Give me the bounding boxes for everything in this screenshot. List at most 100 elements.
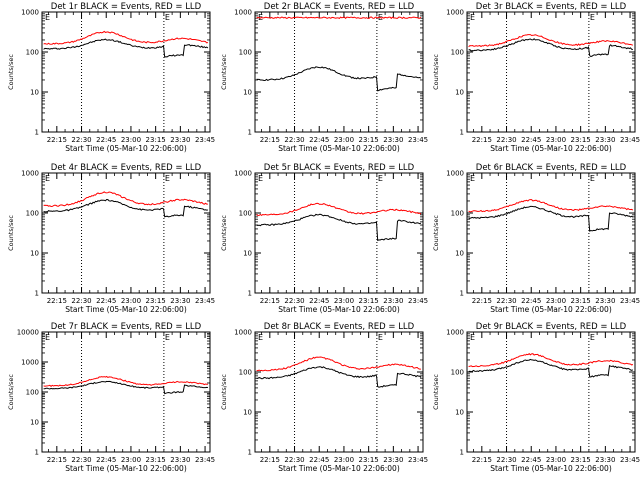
x-tick-label: 23:45 bbox=[195, 297, 215, 305]
x-tick-label: 23:30 bbox=[383, 297, 403, 305]
x-tick-label: 23:30 bbox=[383, 136, 403, 144]
y-tick-label: 1000 bbox=[21, 359, 39, 367]
panel-2: Det 2r BLACK = Events, RED = LLD 1 10 100 10… bbox=[220, 2, 428, 153]
marker-label: E bbox=[165, 174, 170, 183]
panel-9: Det 9r BLACK = Events, RED = LLD 1 10 100 10… bbox=[432, 322, 640, 473]
x-tick-label: 22:30 bbox=[284, 136, 304, 144]
plot-frame bbox=[41, 331, 211, 453]
y-tick-label: 10 bbox=[455, 250, 464, 258]
panel-8: Det 8r BLACK = Events, RED = LLD 1 10 100 10… bbox=[220, 322, 428, 473]
marker-label-start: E bbox=[45, 13, 50, 22]
x-tick-label: 23:45 bbox=[408, 456, 428, 464]
lld-series-line bbox=[468, 34, 634, 48]
x-tick-label: 23:00 bbox=[121, 136, 141, 144]
x-tick-label: 22:45 bbox=[309, 456, 329, 464]
x-tick-label: 23:30 bbox=[595, 297, 615, 305]
x-tick-label: 22:45 bbox=[309, 136, 329, 144]
x-tick-label: 23:30 bbox=[170, 456, 190, 464]
x-tick-label: 22:15 bbox=[47, 456, 67, 464]
x-tick-label: 22:15 bbox=[472, 297, 492, 305]
x-tick-label: 23:45 bbox=[620, 456, 640, 464]
x-tick-label: 23:30 bbox=[383, 456, 403, 464]
panel-title: Det 6r BLACK = Events, RED = LLD bbox=[476, 163, 627, 173]
x-tick-label: 23:45 bbox=[620, 297, 640, 305]
x-axis-label: Start Time (05-Mar-10 22:06:00) bbox=[65, 144, 187, 153]
marker-label-start: E bbox=[258, 174, 263, 183]
x-tick-label: 22:30 bbox=[496, 456, 516, 464]
y-tick-label: 1000 bbox=[234, 329, 252, 337]
y-tick-label: 1 bbox=[35, 290, 39, 298]
x-tick-label: 23:15 bbox=[146, 136, 166, 144]
x-tick-label: 23:15 bbox=[359, 456, 379, 464]
panel-1: Det 1r BLACK = Events, RED = LLD 1 10 100 10… bbox=[7, 2, 215, 153]
panel-6: Det 6r BLACK = Events, RED = LLD 1 10 100 10… bbox=[432, 163, 640, 314]
panel-title: Det 5r BLACK = Events, RED = LLD bbox=[264, 163, 415, 173]
y-tick-label: 1 bbox=[248, 290, 252, 298]
x-tick-label: 22:15 bbox=[260, 136, 280, 144]
x-tick-label: 23:15 bbox=[146, 456, 166, 464]
y-tick-label: 100 bbox=[451, 49, 464, 57]
marker-label-start: E bbox=[258, 333, 263, 342]
x-tick-label: 22:30 bbox=[71, 297, 91, 305]
x-axis-label: Start Time (05-Mar-10 22:06:00) bbox=[65, 305, 187, 314]
y-tick-label: 1 bbox=[460, 129, 464, 137]
x-tick-label: 23:15 bbox=[359, 136, 379, 144]
marker-label-start: E bbox=[45, 174, 50, 183]
marker-label-start: E bbox=[45, 333, 50, 342]
panel-5: Det 5r BLACK = Events, RED = LLD 1 10 100 10… bbox=[220, 163, 428, 314]
x-axis-label: Start Time (05-Mar-10 22:06:00) bbox=[490, 305, 612, 314]
x-tick-label: 23:15 bbox=[571, 456, 591, 464]
panel-title: Det 2r BLACK = Events, RED = LLD bbox=[264, 2, 415, 12]
x-tick-label: 22:15 bbox=[260, 456, 280, 464]
y-tick-label: 1000 bbox=[234, 9, 252, 17]
x-tick-label: 23:00 bbox=[334, 136, 354, 144]
plot-frame bbox=[254, 331, 424, 453]
x-tick-label: 22:45 bbox=[521, 456, 541, 464]
y-tick-label: 100 bbox=[239, 210, 252, 218]
events-series-line bbox=[43, 38, 209, 58]
x-tick-label: 22:30 bbox=[71, 136, 91, 144]
events-series-line bbox=[468, 38, 633, 58]
x-tick-label: 22:45 bbox=[96, 136, 116, 144]
x-tick-label: 23:15 bbox=[571, 297, 591, 305]
panel-title: Det 4r BLACK = Events, RED = LLD bbox=[51, 163, 202, 173]
y-tick-label: 100 bbox=[239, 369, 252, 377]
lld-series-line bbox=[43, 191, 208, 208]
y-tick-label: 1000 bbox=[234, 170, 252, 178]
marker-label-start: E bbox=[470, 13, 475, 22]
marker-label: E bbox=[378, 174, 383, 183]
marker-label: E bbox=[590, 174, 595, 183]
x-tick-label: 23:45 bbox=[408, 297, 428, 305]
y-tick-label: 100 bbox=[26, 49, 39, 57]
events-series-line bbox=[468, 358, 634, 378]
x-tick-label: 22:30 bbox=[284, 297, 304, 305]
panel-3: Det 3r BLACK = Events, RED = LLD 1 10 100 10… bbox=[432, 2, 640, 153]
x-axis-label: Start Time (05-Mar-10 22:06:00) bbox=[490, 144, 612, 153]
y-tick-label: 10 bbox=[243, 250, 252, 258]
x-tick-label: 22:45 bbox=[96, 456, 116, 464]
x-tick-label: 23:00 bbox=[121, 297, 141, 305]
y-axis-label: Counts/sec bbox=[432, 215, 440, 251]
x-tick-label: 22:45 bbox=[521, 297, 541, 305]
x-tick-label: 22:30 bbox=[496, 136, 516, 144]
events-series-line bbox=[256, 366, 422, 388]
y-tick-label: 10000 bbox=[17, 329, 39, 337]
y-axis-label: Counts/sec bbox=[432, 54, 440, 90]
y-axis-label: Counts/sec bbox=[220, 215, 228, 251]
y-tick-label: 100 bbox=[26, 210, 39, 218]
x-axis-label: Start Time (05-Mar-10 22:06:00) bbox=[278, 144, 400, 153]
x-tick-label: 23:00 bbox=[334, 456, 354, 464]
panel-4: Det 4r BLACK = Events, RED = LLD 1 10 100 10… bbox=[7, 163, 215, 314]
y-tick-label: 1 bbox=[248, 129, 252, 137]
x-tick-label: 22:15 bbox=[472, 456, 492, 464]
y-tick-label: 10 bbox=[30, 250, 39, 258]
y-tick-label: 100 bbox=[451, 210, 464, 218]
x-tick-label: 23:30 bbox=[170, 297, 190, 305]
x-tick-label: 23:45 bbox=[195, 456, 215, 464]
x-tick-label: 23:30 bbox=[170, 136, 190, 144]
x-axis-label: Start Time (05-Mar-10 22:06:00) bbox=[65, 464, 187, 473]
y-axis-label: Counts/sec bbox=[7, 374, 15, 410]
x-tick-label: 23:45 bbox=[195, 136, 215, 144]
y-tick-label: 10 bbox=[30, 419, 39, 427]
